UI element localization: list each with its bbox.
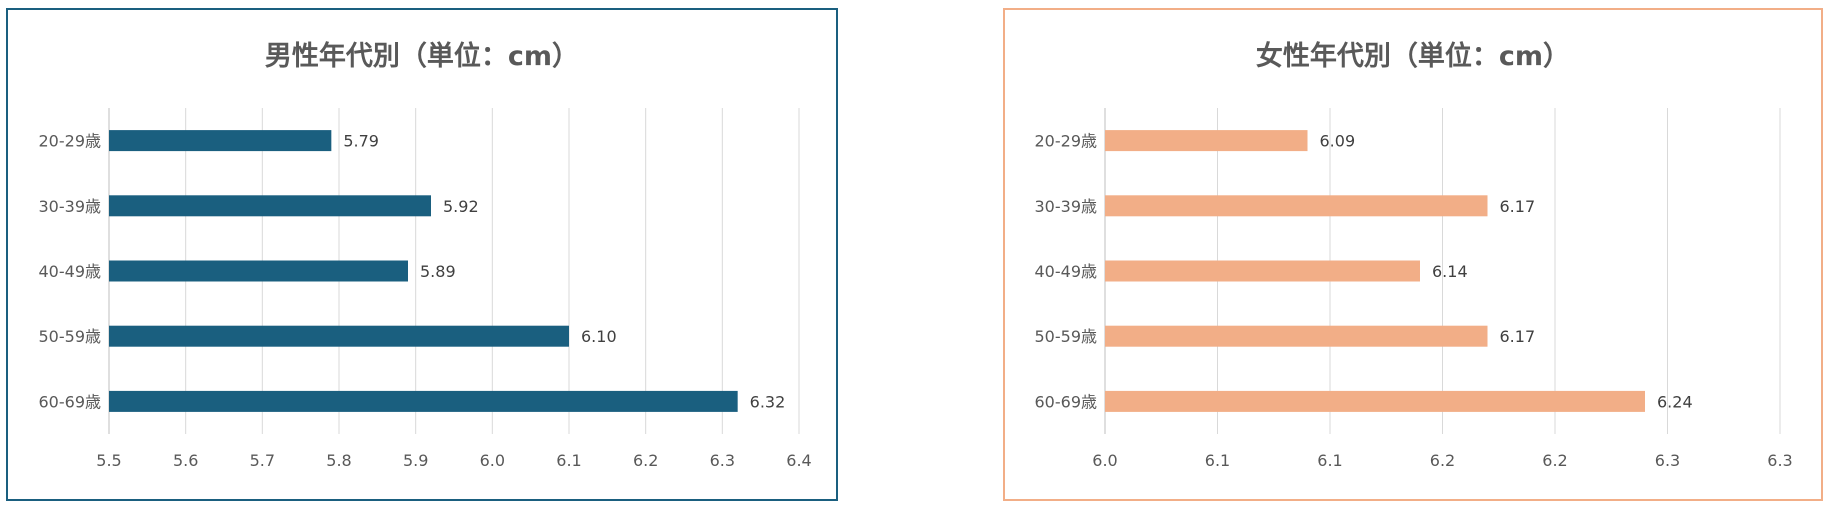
x-tick-label: 6.2 <box>1430 451 1455 470</box>
male-bar-chart: 5.5 5.6 5.7 5.8 5.9 6.0 6.1 6.2 6.3 6.4 20-29歳 5.79… <box>39 108 812 470</box>
x-tick-label: 6.1 <box>1205 451 1230 470</box>
data-label: 5.79 <box>343 132 379 151</box>
male-chart-panel: 男性年代別（単位：cm） 5.5 5.6 5.7 5.8 5.9 6.0 6.1 6.2 6.3… <box>6 8 838 501</box>
category-label: 30-39歳 <box>39 197 102 216</box>
data-label: 6.17 <box>1500 197 1536 216</box>
female-chart-panel: 女性年代別（単位：cm） 6.0 6.1 6.1 6.2 6.2 6.3 6.3 20-29歳… <box>1003 8 1823 501</box>
x-tick-label: 6.1 <box>1317 451 1342 470</box>
chart-title: 女性年代別（単位：cm） <box>1255 41 1571 72</box>
x-tick-label: 5.8 <box>326 451 351 470</box>
data-label: 5.92 <box>443 197 479 216</box>
bar <box>109 325 569 347</box>
x-tick-label: 5.7 <box>250 451 275 470</box>
category-label: 60-69歳 <box>39 392 102 411</box>
category-label: 40-49歳 <box>39 262 102 281</box>
data-label: 5.89 <box>420 262 456 281</box>
x-tick-label: 6.3 <box>710 451 735 470</box>
chart-title: 男性年代別（単位：cm） <box>264 41 580 72</box>
category-label: 50-59歳 <box>1035 327 1098 346</box>
category-label: 20-29歳 <box>1035 132 1098 151</box>
data-label: 6.32 <box>750 392 786 411</box>
bar <box>109 130 332 152</box>
female-bar-chart: 6.0 6.1 6.1 6.2 6.2 6.3 6.3 20-29歳 6.09 30-39歳 6.1… <box>1035 108 1793 470</box>
bar <box>109 260 408 282</box>
category-label: 50-59歳 <box>39 327 102 346</box>
data-label: 6.17 <box>1500 327 1536 346</box>
x-tick-label: 6.0 <box>1092 451 1117 470</box>
category-label: 30-39歳 <box>1035 197 1098 216</box>
x-tick-label: 6.1 <box>556 451 581 470</box>
x-tick-label: 5.5 <box>96 451 121 470</box>
category-label: 40-49歳 <box>1035 262 1098 281</box>
x-tick-label: 5.9 <box>403 451 428 470</box>
bar <box>1105 260 1420 282</box>
bar <box>1105 325 1488 347</box>
bar <box>1105 390 1645 412</box>
category-label: 20-29歳 <box>39 132 102 151</box>
x-tick-label: 5.6 <box>173 451 198 470</box>
x-tick-label: 6.3 <box>1767 451 1792 470</box>
bar <box>109 195 431 217</box>
bar <box>1105 195 1488 217</box>
data-label: 6.14 <box>1432 262 1468 281</box>
data-label: 6.24 <box>1657 392 1693 411</box>
x-tick-label: 6.2 <box>633 451 658 470</box>
x-tick-label: 6.0 <box>480 451 505 470</box>
bar <box>1105 130 1308 152</box>
x-tick-label: 6.4 <box>786 451 811 470</box>
category-label: 60-69歳 <box>1035 392 1098 411</box>
data-label: 6.09 <box>1320 132 1356 151</box>
data-label: 6.10 <box>581 327 617 346</box>
x-tick-label: 6.2 <box>1542 451 1567 470</box>
bar <box>109 390 738 412</box>
x-tick-label: 6.3 <box>1655 451 1680 470</box>
